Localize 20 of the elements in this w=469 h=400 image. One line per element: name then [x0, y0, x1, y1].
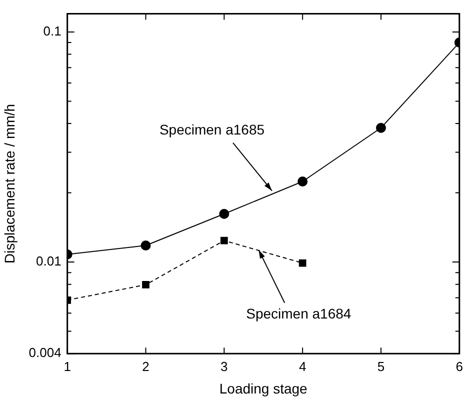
x-axis-title: Loading stage: [219, 380, 308, 396]
x-tick-label: 3: [220, 358, 228, 374]
point: [298, 259, 306, 267]
x-tick-label: 2: [142, 358, 150, 374]
annotation: Specimen a1684: [246, 306, 352, 322]
x-tick-label: 1: [64, 358, 71, 374]
point: [220, 236, 228, 244]
y-tick-label: 0.004: [28, 345, 62, 360]
point: [298, 176, 308, 186]
y-tick-label: 0.01: [36, 254, 62, 269]
x-tick-label: 5: [377, 358, 385, 374]
point: [376, 122, 386, 133]
point: [140, 240, 151, 251]
point: [219, 208, 230, 219]
y-axis-title: Displacement rate / mm/h: [1, 104, 18, 264]
x-tick-label: 6: [456, 358, 463, 374]
point: [142, 281, 150, 288]
x-tick-label: 4: [298, 358, 306, 374]
annotation: Specimen a1685: [159, 122, 265, 138]
y-tick-label: 0.1: [43, 24, 62, 39]
